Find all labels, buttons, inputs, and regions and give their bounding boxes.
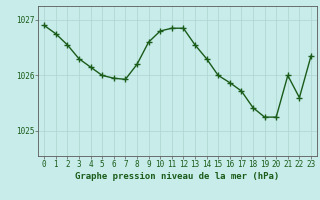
X-axis label: Graphe pression niveau de la mer (hPa): Graphe pression niveau de la mer (hPa) [76, 172, 280, 181]
